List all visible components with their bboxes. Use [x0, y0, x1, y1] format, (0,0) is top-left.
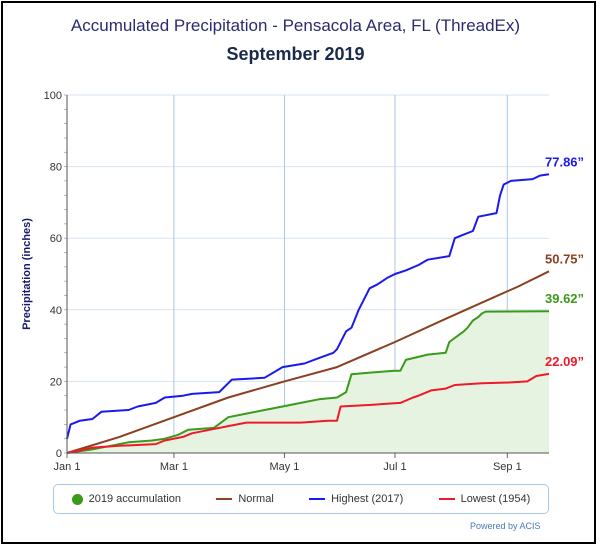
- legend: 2019 accumulation Normal Highest (2017) Low…: [53, 484, 549, 514]
- y-tick-label: 0: [56, 448, 62, 460]
- y-tick-label: 80: [50, 162, 62, 174]
- legend-label: Normal: [238, 493, 274, 505]
- x-tick-label: Jan 1: [54, 461, 81, 473]
- legend-label: Lowest (1954): [460, 493, 531, 505]
- end-label-normal: 50.75”: [545, 251, 584, 266]
- legend-line-icon: [309, 498, 326, 500]
- series-line-normal: [66, 270, 550, 454]
- chart-subtitle: September 2019: [226, 44, 365, 64]
- legend-label: 2019 accumulation: [88, 493, 181, 505]
- y-tick-label: 40: [50, 305, 62, 317]
- legend-line-icon: [216, 498, 233, 500]
- end-label-2019-accumulation: 39.62”: [545, 291, 584, 306]
- credit-text[interactable]: Powered by ACIS: [470, 521, 541, 531]
- series-line-lowest-1954: [66, 372, 550, 454]
- axes-group: 0 20 40 60 80 100 Jan 1 Mar 1 May 1 Jul 1 Sep 1: [44, 90, 549, 473]
- series-line-highest-2017: [66, 173, 550, 439]
- y-axis-label: Precipitation (inches): [21, 218, 33, 330]
- legend-label: Highest (2017): [331, 493, 404, 505]
- x-tick-label: Jul 1: [383, 461, 406, 473]
- x-tick-label: Sep 1: [493, 461, 522, 473]
- y-tick-label: 60: [50, 233, 62, 245]
- legend-dot-icon: [71, 493, 83, 505]
- end-label-lowest-1954: 22.09”: [545, 354, 584, 369]
- area-fill-2019: [67, 311, 549, 453]
- end-labels-group: 39.62” 50.75” 77.86” 22.09”: [545, 154, 584, 369]
- chart-title: Accumulated Precipitation - Pensacola Ar…: [70, 16, 521, 35]
- legend-item-normal[interactable]: Normal: [216, 493, 274, 505]
- area-fill-group: [67, 311, 549, 453]
- y-tick-label: 100: [44, 90, 62, 102]
- legend-line-icon: [438, 498, 455, 500]
- chart-svg: 0 20 40 60 80 100 Jan 1 Mar 1 May 1 Jul 1 Sep 1 39…: [21, 90, 584, 473]
- legend-item-highest-2017[interactable]: Highest (2017): [309, 493, 403, 505]
- y-tick-label: 20: [50, 376, 62, 388]
- x-tick-label: Mar 1: [160, 461, 188, 473]
- legend-item-2019-accumulation[interactable]: 2019 accumulation: [71, 493, 181, 505]
- series-line-2019-accumulation: [66, 310, 550, 454]
- x-tick-label: May 1: [269, 461, 299, 473]
- legend-item-lowest-1954[interactable]: Lowest (1954): [438, 493, 531, 505]
- series-lines-group: [66, 173, 550, 454]
- end-label-highest-2017: 77.86”: [545, 154, 584, 169]
